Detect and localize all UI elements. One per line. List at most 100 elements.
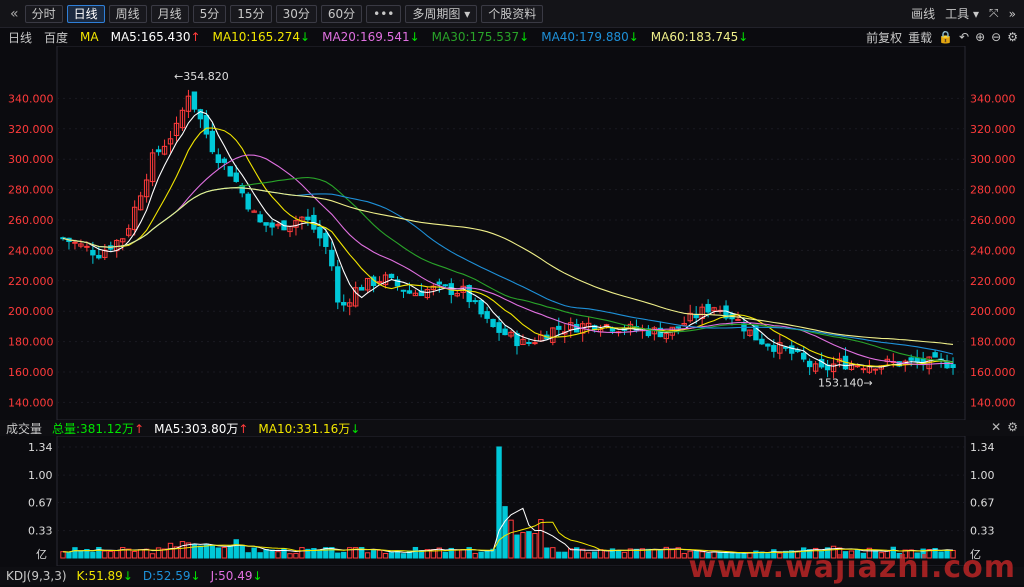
volume-bar	[376, 549, 383, 559]
volume-bar	[699, 551, 705, 559]
kdj-label[interactable]: KDJ(9,3,3)	[6, 569, 67, 583]
volume-bar	[693, 550, 699, 559]
ma-line-40	[62, 187, 954, 355]
ma-indicator-label[interactable]: MA	[80, 30, 99, 44]
volume-bar	[311, 548, 317, 559]
undo-icon[interactable]: ↶	[959, 30, 970, 44]
adjust-mode-button[interactable]: 前复权	[866, 30, 903, 45]
candle	[639, 324, 646, 339]
volume-bar	[639, 548, 646, 559]
period-tab-weekly[interactable]: 周线	[108, 4, 147, 23]
expand-icon[interactable]: »	[1008, 6, 1016, 21]
candle	[72, 239, 78, 250]
stock-info-button[interactable]: 个股资料	[481, 4, 544, 23]
candle	[352, 281, 359, 308]
candle	[597, 324, 604, 337]
candle	[382, 271, 389, 289]
volume-tick-left: 1.00	[28, 469, 53, 482]
period-tab-5min[interactable]: 5分	[192, 4, 227, 23]
candle	[120, 238, 126, 251]
volume-bar	[627, 548, 634, 559]
stock-name: 百度	[44, 30, 69, 45]
period-toolbar: « 分时 日线 周线 月线 5分 15分 30分 60分 ••• 多周期图 ▾ …	[0, 0, 1024, 28]
period-tab-15min[interactable]: 15分	[230, 4, 272, 23]
close-icon[interactable]: ✕	[991, 420, 1002, 434]
volume-bar	[424, 549, 431, 559]
volume-bar	[603, 550, 610, 559]
chart-controls: 前复权 重载 🔒 ↶ ⊕ ⊖ ⚙	[866, 28, 1018, 46]
price-tick-right: 200.000	[970, 305, 1016, 318]
candlestick-chart[interactable]: 340.000 340.000 320.000 320.000 300.000 300.0…	[0, 46, 1024, 420]
draw-line-button[interactable]: 画线	[911, 7, 936, 21]
volume-bar	[777, 552, 783, 559]
volume-label[interactable]: 成交量	[6, 421, 43, 436]
price-tick-left: 140.000	[8, 396, 54, 409]
candle	[806, 358, 813, 376]
volume-bar	[800, 547, 807, 559]
volume-bar	[215, 547, 222, 559]
period-tab-intraday[interactable]: 分时	[24, 4, 63, 23]
low-price-annotation: 153.140→	[818, 376, 873, 389]
ma5-value: MA5:165.430↑	[110, 30, 201, 44]
volume-bar	[556, 551, 562, 559]
period-tab-daily[interactable]: 日线	[66, 4, 105, 23]
candle	[789, 340, 795, 361]
volume-bar	[866, 547, 873, 559]
volume-bar	[155, 547, 162, 559]
settings-icon[interactable]: ⚙	[1007, 30, 1018, 44]
volume-bar	[293, 552, 299, 559]
candle	[615, 330, 622, 337]
price-tick-left: 240.000	[8, 244, 54, 257]
candle	[735, 311, 741, 321]
volume-bar	[120, 547, 126, 559]
volume-bar	[448, 547, 454, 559]
price-tick-left: 180.000	[8, 336, 54, 349]
volume-bar	[412, 546, 419, 559]
candle	[442, 283, 448, 288]
candle	[830, 356, 837, 379]
volume-bar	[167, 542, 174, 559]
settings-icon[interactable]: ⚙	[1007, 420, 1018, 434]
collapse-icon[interactable]: «	[10, 5, 19, 22]
tools-dropdown[interactable]: 工具 ▾	[945, 5, 979, 22]
volume-bar	[185, 542, 192, 559]
reload-button[interactable]: 重载	[908, 30, 933, 45]
fullscreen-icon[interactable]: ⤧	[989, 6, 999, 20]
zoom-out-icon[interactable]: ⊖	[991, 30, 1002, 44]
candle	[502, 325, 508, 336]
candle	[544, 330, 550, 340]
multi-period-dropdown[interactable]: 多周期图 ▾	[405, 4, 478, 23]
volume-bar	[896, 552, 902, 559]
volume-bar	[830, 545, 837, 559]
volume-chart[interactable]: 1.34 1.34 1.00 1.00 0.67 0.67 0.33 0.33 亿 亿	[0, 436, 1024, 566]
volume-bar	[753, 550, 759, 559]
volume-bar	[663, 546, 670, 559]
candle	[645, 325, 652, 338]
volume-bar	[806, 549, 813, 559]
candle	[78, 239, 84, 249]
candle	[275, 221, 281, 230]
volume-bar	[317, 549, 323, 559]
candle	[143, 173, 150, 203]
price-tick-right: 320.000	[970, 123, 1016, 136]
period-tab-30min[interactable]: 30分	[275, 4, 317, 23]
candle	[430, 284, 437, 296]
volume-tick-right: 0.33	[970, 525, 995, 538]
more-periods-button[interactable]: •••	[366, 4, 402, 23]
legend-period: 日线	[8, 30, 33, 45]
lock-icon[interactable]: 🔒	[938, 30, 954, 44]
zoom-in-icon[interactable]: ⊕	[975, 30, 986, 44]
candle	[179, 107, 186, 131]
volume-bar	[436, 547, 443, 559]
period-tab-60min[interactable]: 60分	[320, 4, 363, 23]
candle	[920, 351, 926, 371]
arrow-down-icon: ↓	[409, 30, 420, 44]
volume-bar	[370, 550, 377, 559]
volume-bar	[299, 547, 305, 559]
ma60-value: MA60:183.745↓	[650, 30, 749, 44]
volume-bar	[275, 551, 281, 559]
volume-bar	[347, 547, 353, 559]
period-tab-monthly[interactable]: 月线	[150, 4, 189, 23]
volume-bar	[526, 531, 532, 559]
chevron-down-icon: ▾	[973, 7, 980, 21]
